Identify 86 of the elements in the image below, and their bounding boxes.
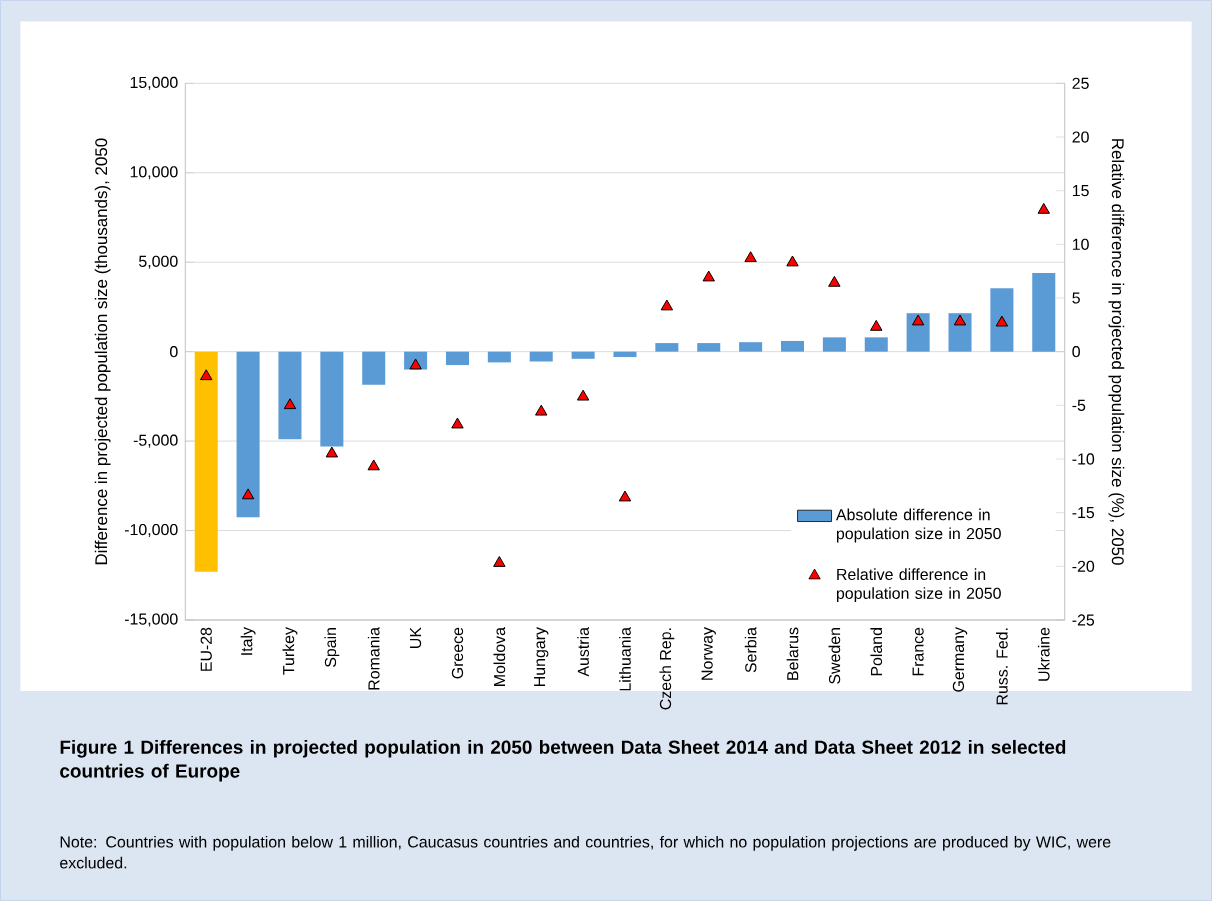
point (618, 490, 632, 502)
point (828, 275, 841, 287)
point (870, 319, 883, 331)
bar (445, 351, 469, 365)
x-tick-label: Austria (577, 626, 589, 677)
point (409, 358, 422, 370)
point (911, 314, 925, 326)
bar (697, 342, 721, 352)
bar (906, 313, 930, 352)
x-tick-label: Ukraine (1037, 627, 1050, 681)
point (1037, 202, 1050, 214)
x-tick-label: Moldova (493, 626, 506, 686)
x-tick-label: Serbia (744, 626, 757, 673)
x-tick-label: Italy (240, 626, 256, 655)
y2-tick-label: 20 (1072, 131, 1089, 143)
point (535, 404, 548, 416)
point (786, 255, 799, 267)
y-tick-label: 0 (170, 345, 178, 358)
y-tick-label: 15,000 (130, 76, 178, 90)
point (995, 315, 1009, 327)
x-tick-label: EU-28 (200, 627, 212, 671)
bar (194, 351, 218, 572)
y2-tick-label: 10 (1072, 238, 1089, 250)
x-tick-label: Lithuania (619, 626, 631, 691)
bar (990, 288, 1014, 352)
y2-tick-label: 25 (1072, 77, 1089, 89)
y2-tick-label: 0 (1072, 345, 1080, 358)
y-axis-title: Difference in projected population size (thousands), 2050 (94, 138, 111, 565)
bar (822, 337, 846, 352)
x-tick-label: Norway (701, 626, 716, 680)
point (953, 314, 967, 326)
bar (864, 337, 888, 352)
bar (739, 342, 763, 352)
x-tick-label: Sweden (828, 627, 841, 684)
bar (320, 351, 344, 447)
y-tick-label: 5,000 (139, 255, 178, 269)
bar (529, 351, 553, 362)
point (702, 270, 715, 282)
point (493, 555, 506, 567)
y2-tick-label: 15 (1072, 185, 1089, 197)
bar (948, 313, 972, 352)
bar (1032, 272, 1056, 352)
y2-tick-label: -20 (1072, 560, 1095, 572)
bar (487, 351, 511, 363)
bar (655, 342, 679, 352)
text: Figure 1 Differences in projected population in 2050 between Data Sheet 2014 and Data Sheet 2012 in selected countries of Europe (60, 739, 1066, 782)
bar (571, 351, 595, 359)
x-tick-label: Hungary (534, 626, 549, 686)
x-tick-label: Spain (324, 627, 340, 667)
bar (278, 351, 302, 440)
point (576, 389, 590, 401)
bar (613, 351, 637, 357)
x-tick-label: Poland (870, 627, 883, 676)
legend-label: Absolute difference in population size in 2050 (835, 508, 1001, 543)
legend-label: Relative difference in population size in 2050 (836, 568, 1001, 603)
bar (236, 351, 260, 518)
y-tick-label: -5,000 (133, 434, 178, 448)
x-tick-label: France (912, 627, 924, 676)
text: Note: Countries with population below 1 million, Caucasus countries and countries, for which no population projections are produced by WIC, were excluded. (60, 835, 1111, 869)
x-tick-label: Greece (451, 627, 464, 679)
point (200, 369, 213, 381)
y2-tick-label: -25 (1072, 614, 1095, 626)
point (283, 398, 297, 410)
x-tick-label: Czech Rep. (659, 628, 675, 710)
bar (362, 351, 386, 385)
x-tick-label: Russ. Fed. (996, 628, 1008, 705)
y2-tick-label: -10 (1072, 453, 1095, 465)
x-tick-label: Turkey (282, 626, 298, 675)
point (325, 446, 339, 458)
y2-axis-title: Relative difference in projected population size (%), 2050 (1108, 139, 1125, 565)
y2-tick-label: -15 (1072, 507, 1095, 519)
x-tick-label: Romania (367, 626, 380, 690)
point (367, 459, 380, 471)
point (744, 251, 757, 262)
point (660, 299, 674, 311)
bar (780, 340, 805, 352)
point (451, 417, 464, 429)
y-tick-label: 10,000 (130, 166, 178, 180)
y2-tick-label: 5 (1072, 292, 1080, 304)
y-tick-label: -15,000 (124, 613, 178, 627)
point (241, 488, 255, 500)
x-tick-label: Germany (952, 626, 968, 692)
y2-tick-label: -5 (1072, 399, 1086, 411)
y-tick-label: -10,000 (124, 523, 178, 538)
x-tick-label: UK (410, 627, 422, 648)
x-tick-label: Belarus (786, 627, 799, 680)
